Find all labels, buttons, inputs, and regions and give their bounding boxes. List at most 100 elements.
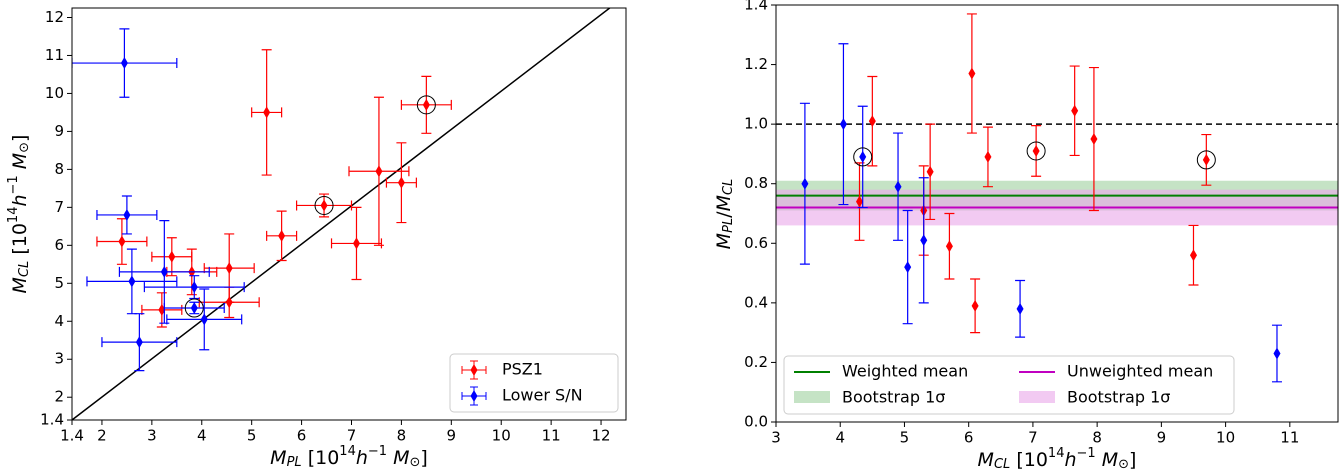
point xyxy=(200,313,208,326)
x-tick-label: 6 xyxy=(964,429,974,447)
point xyxy=(118,235,126,248)
y-tick-label: 7 xyxy=(54,198,64,216)
point xyxy=(926,165,934,178)
axes-frame xyxy=(71,7,627,421)
legend-label: Bootstrap 1σ xyxy=(1067,388,1170,407)
y-tick-label: 0.2 xyxy=(744,353,768,371)
point xyxy=(375,165,383,178)
highlight-ring xyxy=(1026,141,1046,161)
point xyxy=(971,299,979,312)
x-tick-label: 5 xyxy=(247,427,257,445)
x-tick-label: 10 xyxy=(492,427,511,445)
x-tick-label: 2 xyxy=(97,427,107,445)
point xyxy=(904,261,912,274)
point xyxy=(225,296,233,309)
point xyxy=(859,150,867,163)
x-tick-label: 5 xyxy=(900,429,910,447)
x-tick-label: 3 xyxy=(771,429,781,447)
x-tick-label: 4 xyxy=(835,429,845,447)
highlight-ring xyxy=(184,298,204,318)
legend-marker xyxy=(470,390,478,402)
y-tick-label: 0.4 xyxy=(744,293,768,311)
y-tick-label: 9 xyxy=(54,122,64,140)
point xyxy=(263,106,271,119)
point xyxy=(422,98,430,111)
legend-patch xyxy=(794,391,830,403)
point xyxy=(278,229,286,242)
point xyxy=(1032,144,1040,157)
point xyxy=(1189,249,1197,262)
x-tick-label: 8 xyxy=(397,427,407,445)
x-tick-label: 3 xyxy=(147,427,157,445)
point xyxy=(1202,153,1210,166)
point xyxy=(984,150,992,163)
highlight-ring xyxy=(416,95,436,115)
point xyxy=(320,199,328,212)
point xyxy=(160,265,168,278)
y-tick-label: 8 xyxy=(54,160,64,178)
point xyxy=(1071,104,1079,117)
point xyxy=(135,336,143,349)
point xyxy=(128,275,136,288)
y-axis-label: MCL [1014h−1 M⊙] xyxy=(6,135,32,294)
y-tick-label: 11 xyxy=(45,46,64,64)
legend-label: PSZ1 xyxy=(502,360,543,379)
point xyxy=(968,67,976,80)
legend-box xyxy=(449,353,619,413)
point xyxy=(190,301,198,314)
y-axis-label: MPL/MCL xyxy=(713,179,736,250)
legend-patch xyxy=(1019,391,1055,403)
x-axis-label: MCL [1014h−1 M⊙] xyxy=(978,446,1137,472)
x-tick-label: 11 xyxy=(1280,429,1299,447)
y-tick-label: 3 xyxy=(54,350,64,368)
legend-label: Bootstrap 1σ xyxy=(842,388,945,407)
y-tick-label: 1.4 xyxy=(40,411,64,429)
point xyxy=(190,281,198,294)
plot-area xyxy=(776,13,1338,383)
point xyxy=(855,195,863,208)
y-tick-label: 5 xyxy=(54,274,64,292)
point xyxy=(945,240,953,253)
point xyxy=(868,115,876,128)
point xyxy=(168,250,176,263)
y-tick-label: 6 xyxy=(54,236,64,254)
point xyxy=(397,176,405,189)
y-tick-label: 1.4 xyxy=(744,0,768,14)
y-tick-label: 2 xyxy=(54,388,64,406)
x-tick-label: 10 xyxy=(1216,429,1235,447)
x-tick-label: 7 xyxy=(347,427,357,445)
x-tick-label: 11 xyxy=(542,427,561,445)
point xyxy=(123,208,131,221)
point xyxy=(1016,302,1024,315)
x-tick-label: 12 xyxy=(591,427,610,445)
point xyxy=(1090,133,1098,146)
point xyxy=(352,237,360,250)
y-tick-label: 0.0 xyxy=(744,413,768,431)
y-tick-label: 12 xyxy=(45,8,64,26)
y-tick-label: 1.2 xyxy=(744,55,768,73)
point xyxy=(225,262,233,275)
x-tick-label: 9 xyxy=(447,427,457,445)
x-tick-label: 7 xyxy=(1028,429,1038,447)
legend-label: Unweighted mean xyxy=(1067,362,1213,381)
plot-area xyxy=(72,8,611,420)
x-axis-label: MPL [1014h−1 M⊙] xyxy=(270,444,428,470)
y-tick-label: 0.8 xyxy=(744,174,768,192)
point xyxy=(158,303,166,316)
y-tick-label: 0.6 xyxy=(744,234,768,252)
highlight-ring xyxy=(853,147,873,167)
legend-marker xyxy=(470,364,478,376)
point xyxy=(1273,347,1281,360)
highlight-ring xyxy=(314,195,334,215)
x-tick-label: 1.4 xyxy=(60,427,84,445)
x-tick-label: 6 xyxy=(297,427,307,445)
axes-frame xyxy=(775,4,1339,423)
y-tick-label: 4 xyxy=(54,312,64,330)
y-tick-label: 10 xyxy=(45,84,64,102)
point xyxy=(894,180,902,193)
highlight-ring xyxy=(1196,150,1216,170)
point xyxy=(801,177,809,190)
legend-label: Weighted mean xyxy=(842,362,968,381)
point xyxy=(920,234,928,247)
